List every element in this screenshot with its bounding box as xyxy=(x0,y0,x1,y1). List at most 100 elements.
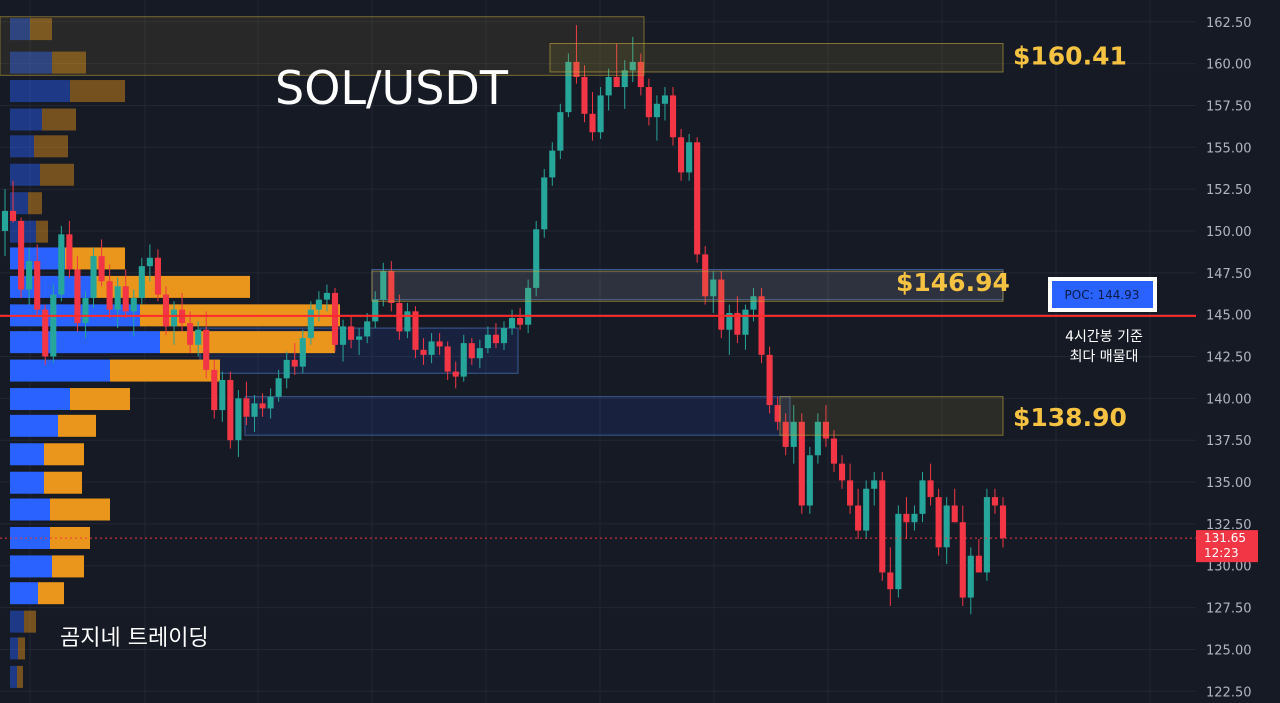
candle-body-103 xyxy=(830,438,838,464)
candle-body-45 xyxy=(364,321,371,337)
candle-body-28 xyxy=(227,379,234,441)
candle-body-47 xyxy=(380,271,387,300)
candle-body-62 xyxy=(500,328,508,344)
y-tick-label: 145.00 xyxy=(1206,309,1252,324)
candle-body-3 xyxy=(26,261,33,290)
price-axis[interactable]: 162.50 160.00 157.50 155.00 152.50 150.00 147.… xyxy=(1206,16,1252,701)
vp-up-4 xyxy=(10,135,34,158)
candle-body-107 xyxy=(863,488,870,531)
y-tick-label: 142.50 xyxy=(1206,351,1252,366)
candle-body-117 xyxy=(943,505,950,548)
candle-body-94 xyxy=(758,296,765,355)
vp-down-3 xyxy=(42,108,76,131)
vp-up-21 xyxy=(10,610,24,633)
vp-up-20 xyxy=(10,582,38,605)
candle-body-2 xyxy=(18,220,25,290)
candle-body-7 xyxy=(58,234,65,295)
candle-body-118 xyxy=(951,505,958,523)
candle-body-83 xyxy=(669,95,677,138)
candle-body-36 xyxy=(291,359,298,367)
candle-body-100 xyxy=(806,455,813,506)
level-band-upper xyxy=(0,16,645,76)
candle-body-34 xyxy=(275,378,282,397)
y-tick-label: 152.50 xyxy=(1206,183,1252,198)
candle-body-71 xyxy=(573,61,580,77)
vp-down-2 xyxy=(70,80,125,103)
candle-body-78 xyxy=(629,61,636,71)
vp-down-20 xyxy=(38,582,64,605)
y-tick-label: 137.50 xyxy=(1206,434,1252,449)
candle-body-98 xyxy=(790,421,797,447)
level-label-1: $146.94 xyxy=(896,268,1010,297)
candle-body-58 xyxy=(468,343,475,359)
candle-body-56 xyxy=(452,371,459,377)
candle-body-120 xyxy=(967,555,974,598)
candle-body-73 xyxy=(589,113,596,133)
candle-body-9 xyxy=(74,269,81,324)
candle-body-84 xyxy=(678,137,685,173)
vp-down-15 xyxy=(44,443,84,466)
candle-body-87 xyxy=(702,254,709,297)
y-tick-label: 162.50 xyxy=(1206,16,1252,31)
candle-body-19 xyxy=(154,257,161,295)
candle-body-113 xyxy=(911,513,918,523)
candle-body-119 xyxy=(959,522,966,598)
candle-body-116 xyxy=(935,497,942,548)
level-band-2 xyxy=(779,396,1004,436)
candle-body-52 xyxy=(420,349,427,355)
candle-body-25 xyxy=(203,329,210,370)
candle-body-76 xyxy=(613,76,620,88)
candle-body-27 xyxy=(219,379,226,411)
y-tick-label: 127.50 xyxy=(1206,602,1252,617)
last-price-value: 131.65 xyxy=(1204,531,1246,545)
candle-body-29 xyxy=(235,398,242,441)
candle-body-99 xyxy=(798,421,805,506)
vp-down-5 xyxy=(40,163,74,186)
vp-down-4 xyxy=(34,135,68,158)
vp-up-0 xyxy=(10,18,30,41)
candle-body-49 xyxy=(396,302,403,332)
candle-body-115 xyxy=(927,480,934,498)
candle-body-89 xyxy=(718,279,725,330)
candle-body-6 xyxy=(50,294,57,357)
candle-body-54 xyxy=(436,341,443,347)
vp-down-12 xyxy=(110,359,220,382)
poc-value: POC: 144.93 xyxy=(1065,288,1140,302)
y-tick-label: 135.00 xyxy=(1206,476,1252,491)
candle-body-69 xyxy=(557,112,564,151)
candle-body-16 xyxy=(130,297,137,312)
candle-body-23 xyxy=(187,323,194,345)
candle-body-64 xyxy=(517,318,524,325)
blue-zone-2 xyxy=(244,396,791,436)
level-band-1 xyxy=(371,270,1004,302)
vp-down-6 xyxy=(28,192,42,215)
last-price-timer: 12:23 xyxy=(1204,546,1239,560)
candle-body-44 xyxy=(356,336,363,340)
vp-up-1 xyxy=(10,51,52,74)
candle-body-14 xyxy=(114,286,121,310)
candle-body-31 xyxy=(251,403,258,417)
candle-body-13 xyxy=(106,281,113,310)
candle-body-4 xyxy=(34,261,41,310)
candle-body-96 xyxy=(774,405,781,422)
candle-body-70 xyxy=(565,61,572,113)
y-tick-label: 125.00 xyxy=(1206,643,1252,658)
candle-body-82 xyxy=(661,95,669,104)
vp-down-16 xyxy=(44,471,82,494)
vp-up-2 xyxy=(10,80,70,103)
watermark: 곰지네 트레이딩 xyxy=(60,626,209,651)
candle-body-35 xyxy=(283,359,290,379)
poc-note-line1: 4시간봉 기준 xyxy=(1065,329,1143,345)
vp-up-17 xyxy=(10,498,50,521)
candle-body-20 xyxy=(162,294,170,327)
candle-body-48 xyxy=(388,271,395,303)
candle-body-90 xyxy=(726,313,733,330)
level-label-2: $138.90 xyxy=(1013,403,1127,432)
candle-body-15 xyxy=(122,286,129,312)
vp-down-19 xyxy=(52,555,84,578)
candle-body-63 xyxy=(508,318,516,329)
candle-body-72 xyxy=(581,76,588,114)
candle-body-39 xyxy=(315,299,322,310)
candle-body-5 xyxy=(42,309,49,357)
